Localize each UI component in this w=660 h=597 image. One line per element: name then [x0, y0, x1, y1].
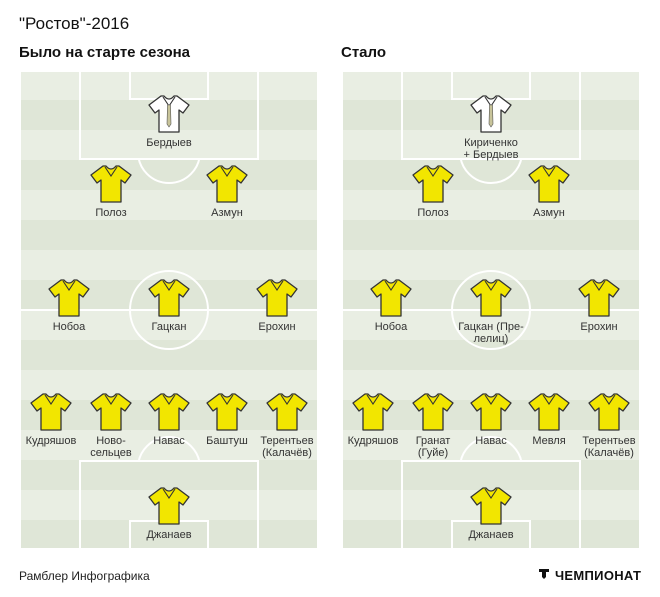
player-3: Азмун — [499, 164, 599, 219]
player-name: Ерохин — [580, 321, 618, 333]
player-4: Нобоа — [341, 278, 441, 333]
shirt-icon — [559, 392, 641, 432]
player-8: Гранат (Гуйе) — [383, 392, 483, 459]
player-name: Кудряшов — [25, 435, 77, 447]
shirt-icon — [441, 278, 541, 318]
player-2: Полоз — [61, 164, 161, 219]
player-name: Терентьев (Калачёв) — [582, 435, 636, 459]
player-1: Кириченко + Бердыев — [441, 94, 541, 161]
left-subtitle: Было на старте сезона — [19, 44, 191, 61]
player-name: Кириченко + Бердыев — [463, 137, 519, 161]
player-name: Бердыев — [146, 137, 192, 149]
shirt-icon — [227, 278, 319, 318]
shirt-icon — [441, 392, 541, 432]
player-name: Гацкан — [151, 321, 187, 333]
player-name: Ново-сельцев — [90, 435, 132, 459]
player-name: Нобоа — [52, 321, 86, 333]
shirt-icon — [341, 278, 441, 318]
player-name: Нобоа — [374, 321, 408, 333]
player-6: Ерохин — [549, 278, 641, 333]
shirt-icon — [341, 392, 423, 432]
player-9: Навас — [441, 392, 541, 447]
player-5: Гацкан (Пре-лелиц) — [441, 278, 541, 345]
player-4: Нобоа — [19, 278, 119, 333]
brand-logo: ЧЕМПИОНАТ — [537, 566, 641, 585]
shirt-icon — [383, 392, 483, 432]
player-name: Навас — [475, 435, 507, 447]
player-name: Полоз — [95, 207, 127, 219]
shirt-icon — [177, 392, 277, 432]
player-8: Ново-сельцев — [61, 392, 161, 459]
player-10: Баштуш — [177, 392, 277, 447]
player-name: Кудряшов — [347, 435, 399, 447]
shirt-icon — [237, 392, 319, 432]
player-11: Терентьев (Калачёв) — [237, 392, 319, 459]
player-3: Азмун — [177, 164, 277, 219]
player-12: Джанаев — [441, 486, 541, 541]
shirt-icon — [61, 164, 161, 204]
player-name: Азмун — [211, 207, 243, 219]
player-10: Мевля — [499, 392, 599, 447]
shirt-icon — [549, 278, 641, 318]
player-name: Джанаев — [146, 529, 192, 541]
right-subtitle: Стало — [341, 44, 387, 61]
player-6: Ерохин — [227, 278, 319, 333]
player-name: Гацкан (Пре-лелиц) — [458, 321, 524, 345]
player-name: Навас — [153, 435, 185, 447]
shirt-icon — [441, 94, 541, 134]
shirt-icon — [19, 278, 119, 318]
player-11: Терентьев (Калачёв) — [559, 392, 641, 459]
credit-text: Рамблер Инфографика — [19, 569, 150, 583]
brand-name: ЧЕМПИОНАТ — [555, 568, 642, 583]
player-name: Баштуш — [206, 435, 248, 447]
player-name: Терентьев (Калачёв) — [260, 435, 314, 459]
player-9: Навас — [119, 392, 219, 447]
player-name: Джанаев — [468, 529, 514, 541]
player-name: Ерохин — [258, 321, 296, 333]
pitch-before: Бердыев Полоз Азмун Нобоа Гацкан Ерохин Кудряш… — [19, 70, 319, 550]
shirt-icon — [383, 164, 483, 204]
pitch-after: Кириченко + Бердыев Полоз Азмун Нобоа Гацкан … — [341, 70, 641, 550]
shirt-icon — [61, 392, 161, 432]
shirt-icon — [19, 392, 101, 432]
player-name: Мевля — [532, 435, 566, 447]
player-2: Полоз — [383, 164, 483, 219]
player-5: Гацкан — [119, 278, 219, 333]
player-7: Кудряшов — [19, 392, 101, 447]
shirt-icon — [119, 278, 219, 318]
shirt-icon — [119, 392, 219, 432]
shirt-icon — [119, 486, 219, 526]
shirt-icon — [499, 392, 599, 432]
shirt-icon — [499, 164, 599, 204]
shirt-icon — [119, 94, 219, 134]
player-1: Бердыев — [119, 94, 219, 149]
player-name: Азмун — [533, 207, 565, 219]
player-name: Гранат (Гуйе) — [415, 435, 451, 459]
shirt-icon — [177, 164, 277, 204]
center-circle — [451, 270, 531, 350]
player-12: Джанаев — [119, 486, 219, 541]
shirt-icon — [441, 486, 541, 526]
page-title: "Ростов"-2016 — [19, 14, 130, 33]
center-circle — [129, 270, 209, 350]
championat-logo-icon — [537, 566, 551, 585]
player-name: Полоз — [417, 207, 449, 219]
player-7: Кудряшов — [341, 392, 423, 447]
